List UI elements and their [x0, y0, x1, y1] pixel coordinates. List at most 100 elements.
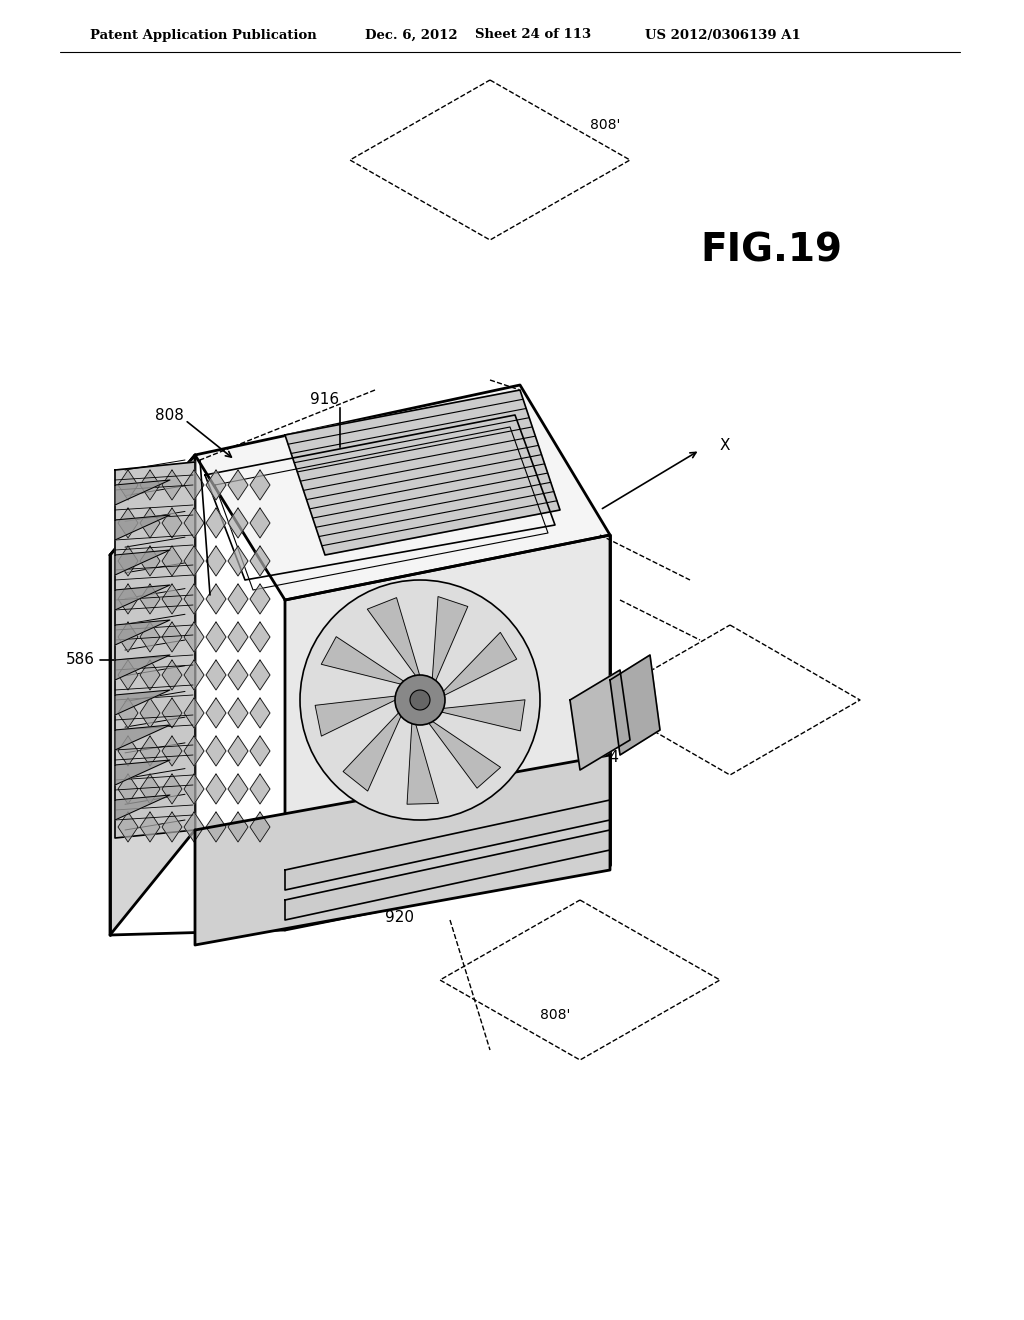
Polygon shape [343, 705, 406, 791]
Polygon shape [206, 660, 226, 690]
Polygon shape [118, 546, 138, 576]
Polygon shape [184, 622, 204, 652]
Polygon shape [408, 713, 438, 804]
Text: 586: 586 [66, 652, 95, 668]
Polygon shape [322, 636, 413, 686]
Polygon shape [162, 774, 182, 804]
Polygon shape [140, 622, 160, 652]
Circle shape [395, 675, 445, 725]
Polygon shape [118, 660, 138, 690]
Polygon shape [435, 632, 517, 700]
Polygon shape [118, 737, 138, 766]
Text: Sheet 24 of 113: Sheet 24 of 113 [475, 29, 591, 41]
Text: 920: 920 [385, 909, 415, 925]
Polygon shape [184, 470, 204, 500]
Text: 808: 808 [155, 408, 184, 422]
Polygon shape [118, 470, 138, 500]
Text: 940: 940 [265, 909, 295, 925]
Polygon shape [110, 455, 195, 935]
Polygon shape [285, 800, 610, 890]
Polygon shape [195, 385, 610, 601]
Polygon shape [184, 812, 204, 842]
Polygon shape [118, 583, 138, 614]
Polygon shape [162, 737, 182, 766]
Polygon shape [115, 725, 170, 750]
Text: 922: 922 [565, 767, 594, 783]
Polygon shape [228, 698, 248, 729]
Polygon shape [184, 698, 204, 729]
Polygon shape [184, 508, 204, 539]
Polygon shape [250, 698, 270, 729]
Text: Patent Application Publication: Patent Application Publication [90, 29, 316, 41]
Polygon shape [115, 585, 170, 610]
Polygon shape [206, 774, 226, 804]
Text: 808': 808' [540, 1008, 570, 1022]
Polygon shape [118, 698, 138, 729]
Polygon shape [162, 812, 182, 842]
Polygon shape [162, 660, 182, 690]
Polygon shape [250, 583, 270, 614]
Polygon shape [184, 737, 204, 766]
Polygon shape [118, 622, 138, 652]
Polygon shape [140, 583, 160, 614]
Polygon shape [162, 470, 182, 500]
Polygon shape [115, 462, 195, 838]
Circle shape [300, 579, 540, 820]
Polygon shape [118, 812, 138, 842]
Polygon shape [315, 694, 406, 737]
Polygon shape [285, 535, 610, 931]
Polygon shape [368, 598, 423, 685]
Polygon shape [140, 774, 160, 804]
Polygon shape [250, 508, 270, 539]
Polygon shape [140, 812, 160, 842]
Polygon shape [250, 812, 270, 842]
Polygon shape [206, 812, 226, 842]
Polygon shape [118, 508, 138, 539]
Polygon shape [115, 795, 170, 820]
Polygon shape [250, 546, 270, 576]
Polygon shape [250, 470, 270, 500]
Polygon shape [140, 660, 160, 690]
Polygon shape [206, 698, 226, 729]
Polygon shape [206, 546, 226, 576]
Polygon shape [162, 583, 182, 614]
Text: 808': 808' [590, 117, 621, 132]
Polygon shape [140, 737, 160, 766]
Polygon shape [206, 508, 226, 539]
Polygon shape [115, 620, 170, 645]
Polygon shape [162, 698, 182, 729]
Text: FIG.19: FIG.19 [700, 231, 842, 269]
Polygon shape [115, 515, 170, 540]
Polygon shape [431, 597, 468, 690]
Polygon shape [115, 480, 170, 506]
Text: X: X [720, 437, 730, 453]
Circle shape [410, 690, 430, 710]
Polygon shape [250, 774, 270, 804]
Polygon shape [195, 755, 610, 945]
Polygon shape [228, 622, 248, 652]
Polygon shape [228, 470, 248, 500]
Polygon shape [570, 671, 630, 770]
Polygon shape [140, 470, 160, 500]
Polygon shape [115, 690, 170, 715]
Text: 924: 924 [590, 751, 618, 766]
Polygon shape [162, 546, 182, 576]
Polygon shape [206, 622, 226, 652]
Polygon shape [140, 698, 160, 729]
Polygon shape [228, 660, 248, 690]
Polygon shape [228, 774, 248, 804]
Polygon shape [228, 737, 248, 766]
Polygon shape [162, 508, 182, 539]
Polygon shape [115, 655, 170, 680]
Polygon shape [140, 508, 160, 539]
Polygon shape [184, 583, 204, 614]
Polygon shape [250, 622, 270, 652]
Polygon shape [431, 700, 525, 731]
Text: 916: 916 [310, 392, 339, 408]
Polygon shape [228, 583, 248, 614]
Polygon shape [250, 660, 270, 690]
Polygon shape [285, 389, 560, 554]
Text: US 2012/0306139 A1: US 2012/0306139 A1 [645, 29, 801, 41]
Polygon shape [206, 737, 226, 766]
Polygon shape [228, 546, 248, 576]
